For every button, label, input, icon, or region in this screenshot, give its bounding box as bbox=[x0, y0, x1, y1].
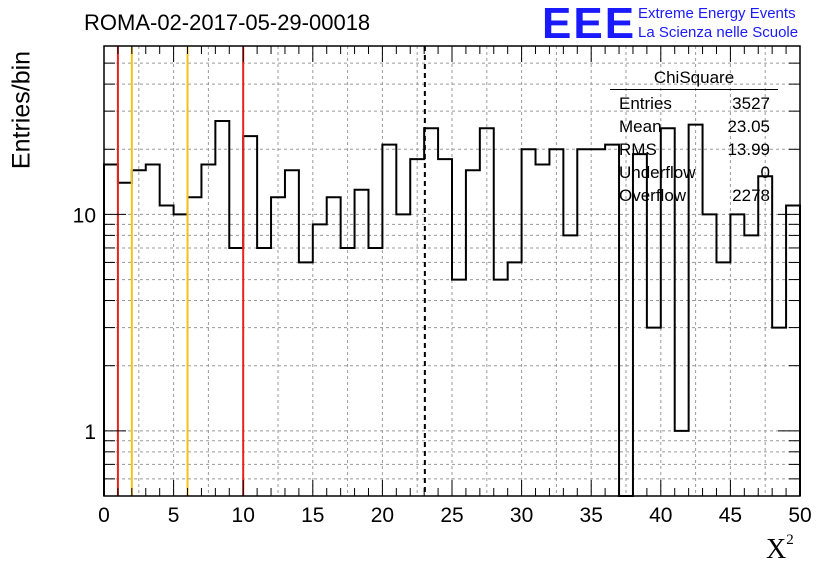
histogram-bin bbox=[368, 248, 382, 496]
histogram-outline bbox=[103, 120, 801, 497]
histogram-bin bbox=[730, 214, 744, 496]
stats-value: 13.99 bbox=[727, 140, 770, 159]
histogram-bin bbox=[466, 170, 480, 496]
x-tick-label: 0 bbox=[98, 504, 110, 527]
histogram-bin bbox=[327, 197, 341, 496]
histogram-bin bbox=[257, 248, 271, 496]
logo-line-2: La Scienza nelle Scuole bbox=[638, 24, 799, 41]
stats-label: Mean bbox=[619, 117, 662, 136]
histogram-bin bbox=[146, 165, 160, 496]
histogram-bin bbox=[494, 280, 508, 496]
logo-line-1: Extreme Energy Events bbox=[638, 5, 796, 22]
x-tick-label: 30 bbox=[510, 504, 533, 527]
x-tick-label: 20 bbox=[371, 504, 394, 527]
histogram-bin bbox=[132, 170, 146, 496]
stats-value: 3527 bbox=[732, 94, 770, 113]
histogram-bin bbox=[772, 328, 786, 496]
histogram-bin bbox=[243, 136, 257, 496]
stats-row-rms: RMS 13.99 bbox=[610, 138, 778, 161]
x-tick-label: 25 bbox=[440, 504, 463, 527]
histogram-bin bbox=[647, 328, 661, 496]
stats-label: Overflow bbox=[619, 186, 687, 205]
histogram-bin bbox=[201, 165, 215, 496]
x-axis-label-superscript: 2 bbox=[786, 531, 794, 548]
histogram-bin bbox=[786, 205, 800, 496]
stats-title: ChiSquare bbox=[610, 68, 778, 90]
x-tick-label: 15 bbox=[301, 504, 324, 527]
x-tick-label: 45 bbox=[719, 504, 742, 527]
x-tick-label: 35 bbox=[580, 504, 603, 527]
stats-value: 0 bbox=[760, 163, 770, 182]
histogram-bin bbox=[215, 121, 229, 496]
histogram-bin bbox=[382, 145, 396, 496]
axes-layer bbox=[103, 45, 801, 497]
histogram-bin bbox=[563, 235, 577, 496]
histogram-bin bbox=[452, 280, 466, 496]
histogram-bin bbox=[480, 128, 494, 496]
histogram-bin bbox=[229, 248, 243, 496]
histogram-bin bbox=[188, 197, 202, 496]
stats-value: 2278 bbox=[732, 186, 770, 205]
histogram-bin bbox=[396, 214, 410, 496]
histogram-bin bbox=[744, 235, 758, 496]
histogram-bin bbox=[438, 159, 452, 496]
histogram-bin bbox=[703, 214, 717, 496]
stats-label: Underflow bbox=[619, 163, 696, 182]
histogram-bin bbox=[675, 431, 689, 496]
x-axis-label: X2 bbox=[766, 531, 794, 566]
x-tick-label: 5 bbox=[168, 504, 180, 527]
histogram-bin bbox=[271, 197, 285, 496]
eee-logo: EEE bbox=[542, 0, 637, 48]
histogram-bin bbox=[549, 149, 563, 496]
stats-box: ChiSquare Entries 3527 Mean 23.05 RMS 13… bbox=[610, 68, 778, 207]
histogram-bin bbox=[577, 149, 591, 496]
histogram-layer bbox=[103, 120, 801, 497]
y-axis-label-box: Entries/bin bbox=[0, 0, 40, 200]
histogram-bin bbox=[174, 214, 188, 496]
run-title: ROMA-02-2017-05-29-00018 bbox=[84, 10, 371, 35]
marker-lines-layer bbox=[116, 46, 426, 496]
x-axis-label-text: X bbox=[766, 534, 787, 565]
stats-value: 23.05 bbox=[727, 117, 770, 136]
histogram-bin bbox=[758, 176, 772, 496]
histogram-bin bbox=[313, 224, 327, 496]
histogram-bin bbox=[536, 165, 550, 496]
histogram-bin bbox=[299, 262, 313, 496]
stats-row-underflow: Underflow 0 bbox=[610, 161, 778, 184]
stats-row-overflow: Overflow 2278 bbox=[610, 184, 778, 207]
histogram-bin bbox=[424, 128, 438, 496]
stats-label: RMS bbox=[619, 140, 657, 159]
histogram-bin bbox=[591, 149, 605, 496]
stats-row-mean: Mean 23.05 bbox=[610, 115, 778, 138]
y-tick-label: 10 bbox=[73, 204, 96, 227]
histogram-bin bbox=[341, 248, 355, 496]
histogram-bin bbox=[522, 149, 536, 496]
histogram-bin bbox=[160, 205, 174, 496]
x-tick-label: 10 bbox=[232, 504, 255, 527]
histogram-bin bbox=[716, 262, 730, 496]
histogram-bin bbox=[508, 262, 522, 496]
histogram-bin bbox=[410, 159, 424, 496]
tick-labels-layer: 0 5 10 15 20 25 30 35 40 45 50 1 10 bbox=[73, 204, 812, 527]
y-tick-label: 1 bbox=[84, 421, 96, 444]
y-axis-label: Entries/bin bbox=[7, 50, 36, 170]
grid-layer bbox=[104, 46, 800, 496]
x-tick-label: 50 bbox=[788, 504, 811, 527]
stats-row-entries: Entries 3527 bbox=[610, 92, 778, 115]
logo-text: Extreme Energy Events La Scienza nelle S… bbox=[638, 4, 798, 42]
histogram-bin bbox=[355, 190, 369, 496]
histogram-bin bbox=[118, 183, 132, 496]
stats-label: Entries bbox=[619, 94, 672, 113]
x-tick-label: 40 bbox=[649, 504, 672, 527]
histogram-bin bbox=[285, 170, 299, 496]
